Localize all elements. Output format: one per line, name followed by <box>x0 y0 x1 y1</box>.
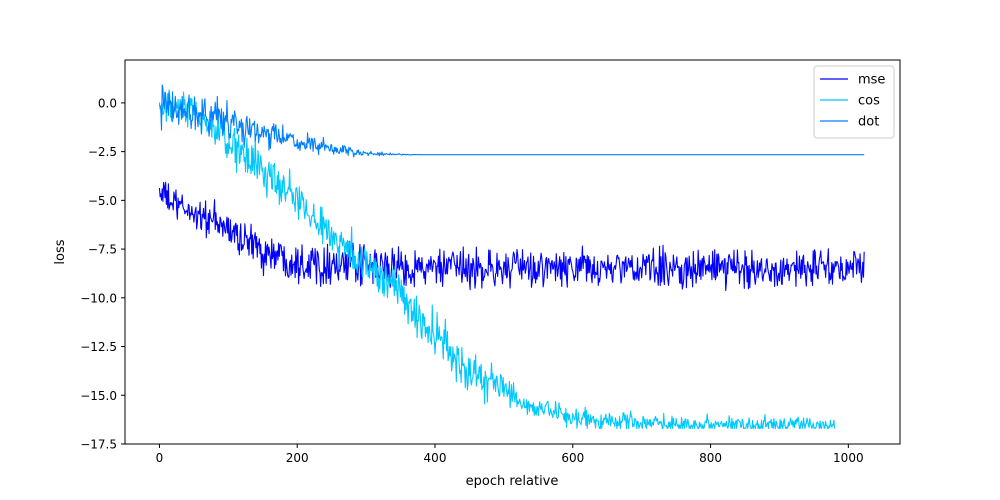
x-tick-label: 800 <box>699 451 722 465</box>
legend-label-dot: dot <box>858 115 879 130</box>
x-tick-label: 600 <box>561 451 584 465</box>
plot-frame <box>124 59 901 445</box>
legend-label-cos: cos <box>858 94 880 109</box>
plot-area <box>125 60 900 444</box>
legend-box <box>813 65 895 139</box>
y-axis-ticks: 0.0 −2.5 −5.0 −7.5 −10.0 −12.5 −15.0 −17.5 <box>80 96 125 452</box>
y-tick-label: −2.5 <box>88 145 117 159</box>
y-tick-label: −12.5 <box>80 340 117 354</box>
x-tick-label: 400 <box>424 451 447 465</box>
y-tick-label: 0.0 <box>98 96 117 110</box>
x-tick-label: 200 <box>286 451 309 465</box>
y-tick-label: −15.0 <box>80 389 117 403</box>
legend-label-mse: mse <box>858 73 885 88</box>
y-axis-label: loss <box>53 239 68 264</box>
legend: mse cos dot <box>813 65 895 139</box>
x-tick-label: 1000 <box>833 451 864 465</box>
y-tick-label: −10.0 <box>80 291 117 305</box>
x-axis-label: epoch relative <box>466 474 559 489</box>
y-tick-label: −5.0 <box>88 194 117 208</box>
series-line-mse <box>158 181 865 292</box>
x-tick-label: 0 <box>156 451 164 465</box>
y-tick-label: −17.5 <box>80 438 117 452</box>
series-line-cos <box>158 89 836 429</box>
series-layer <box>158 84 865 429</box>
y-tick-label: −7.5 <box>88 243 117 257</box>
series-line-dot <box>158 84 865 158</box>
x-axis-ticks: 0 200 400 600 800 1000 <box>156 444 864 465</box>
